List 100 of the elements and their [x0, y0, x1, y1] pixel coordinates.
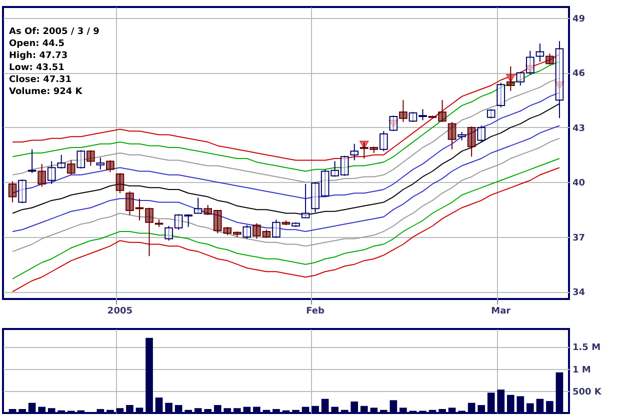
bar	[390, 400, 398, 413]
bar	[478, 405, 486, 413]
candlestick	[213, 210, 222, 234]
bar	[106, 410, 114, 413]
candlestick	[399, 100, 408, 122]
bar	[536, 398, 544, 413]
bar	[262, 410, 270, 413]
bar	[370, 408, 378, 413]
candlestick	[448, 121, 456, 150]
bar	[204, 409, 212, 413]
candlestick	[204, 204, 212, 216]
bar	[302, 406, 310, 413]
annotation: Volume: 924 K	[9, 87, 84, 97]
candlestick	[57, 154, 66, 170]
y-tick-label: 43	[572, 124, 586, 134]
bar	[8, 409, 16, 413]
bar	[331, 406, 338, 413]
candlestick	[18, 178, 26, 204]
bar	[438, 409, 446, 413]
candlestick	[145, 207, 154, 257]
bar	[165, 402, 172, 413]
candlestick	[252, 222, 261, 240]
candlestick	[370, 146, 378, 154]
bar	[340, 410, 348, 413]
annotation: Open: 44.5	[9, 39, 65, 49]
candlestick	[320, 168, 330, 198]
candlestick	[301, 184, 310, 218]
bar	[224, 408, 232, 413]
bar	[292, 410, 300, 413]
candlestick	[340, 155, 349, 176]
bar	[360, 406, 368, 413]
candlestick	[47, 160, 56, 185]
candlestick	[223, 226, 232, 236]
bar	[272, 409, 280, 413]
bar	[506, 394, 514, 413]
y-tick-label: 37	[572, 233, 586, 244]
candlestick	[38, 163, 46, 188]
annotation: Low: 43.51	[9, 63, 64, 73]
y-tick-label: 500 K	[572, 387, 602, 398]
candlestick	[174, 214, 183, 230]
bar	[448, 408, 456, 413]
annotation: As Of: 2005 / 3 / 9	[9, 27, 100, 37]
candlestick	[330, 160, 339, 178]
candlestick	[242, 224, 252, 240]
y-tick-label: 1.5 M	[572, 343, 601, 354]
line-series	[12, 158, 560, 280]
bar	[321, 398, 329, 413]
candlestick	[116, 172, 124, 194]
candlestick	[106, 160, 114, 173]
candlestick	[76, 150, 86, 170]
bar	[556, 372, 564, 413]
bar	[136, 408, 144, 413]
candlestick	[66, 160, 76, 176]
bar	[28, 402, 36, 413]
candlestick	[272, 219, 280, 238]
bar	[18, 409, 26, 413]
candlestick	[233, 230, 242, 238]
candlestick	[311, 182, 320, 213]
bar	[77, 410, 85, 413]
candlestick	[28, 148, 36, 174]
x-tick-label: Feb	[306, 306, 326, 316]
y-tick-label: 34	[572, 288, 586, 298]
y-tick-label: 1 M	[572, 365, 591, 376]
candlestick	[477, 125, 486, 143]
candlestick	[8, 180, 17, 203]
x-tick-label: 2005	[107, 306, 132, 316]
candlestick	[350, 143, 359, 161]
candlestick	[418, 108, 427, 121]
bar	[234, 408, 241, 413]
line-series	[12, 167, 560, 292]
y-tick-label: 40	[572, 178, 586, 189]
y-tick-label: 46	[572, 69, 586, 80]
bar	[428, 410, 436, 413]
candlestick	[536, 43, 544, 62]
bar	[497, 390, 505, 413]
candlestick	[467, 126, 476, 158]
candlestick	[516, 71, 525, 86]
candlestick	[380, 130, 388, 152]
bar	[194, 408, 202, 413]
y-tick-label: 49	[572, 14, 586, 24]
bar	[58, 410, 66, 413]
x-tick-label: Mar	[491, 306, 512, 316]
bar	[155, 398, 163, 413]
bar	[126, 405, 134, 413]
candlestick	[458, 132, 466, 141]
bar	[146, 338, 153, 413]
bar	[546, 401, 554, 413]
bar	[96, 409, 104, 413]
bar	[214, 405, 222, 413]
candlestick	[496, 82, 506, 108]
candlestick	[408, 111, 418, 122]
candlestick	[428, 115, 437, 118]
candlestick	[184, 214, 192, 228]
bar	[487, 392, 495, 413]
candlestick	[96, 157, 105, 170]
candlestick	[292, 222, 300, 228]
candlestick	[86, 150, 95, 166]
bar	[184, 410, 192, 413]
bar	[312, 406, 319, 413]
candlestick	[194, 197, 202, 214]
